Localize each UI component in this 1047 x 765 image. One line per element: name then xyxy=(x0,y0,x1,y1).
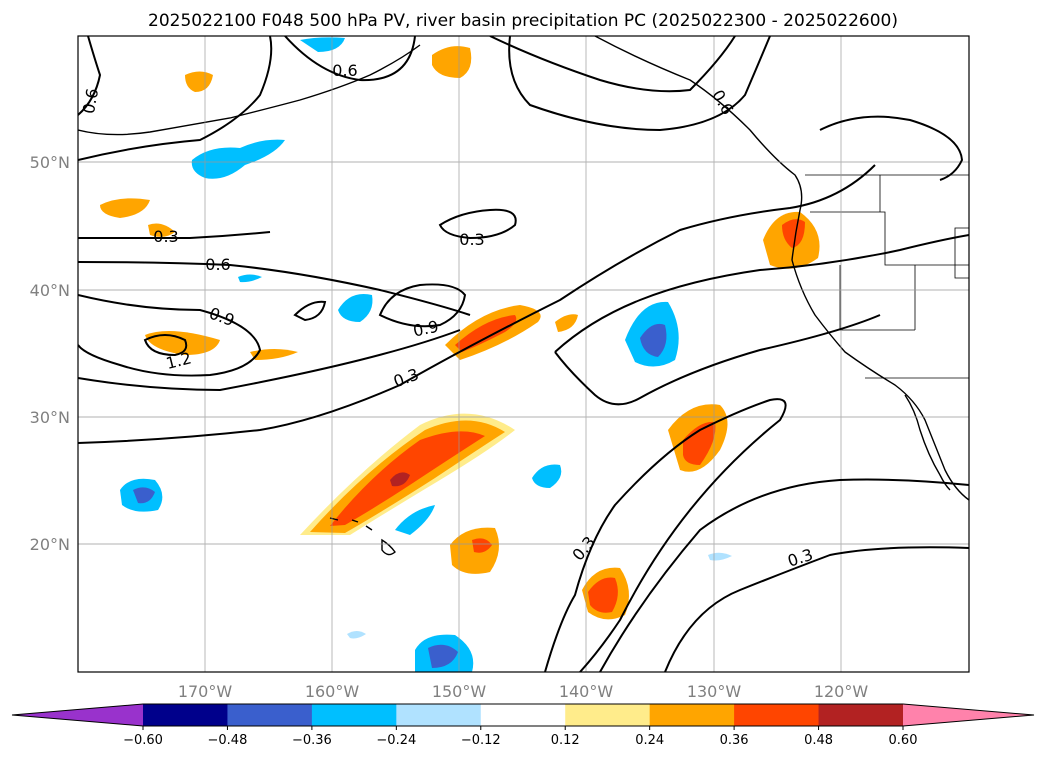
precip-negative-region-4-core xyxy=(428,644,458,668)
precip-positive-region-4-core xyxy=(588,577,618,613)
lon-label: 130°W xyxy=(687,682,742,701)
colorbar-tick-label: −0.60 xyxy=(123,733,163,748)
lat-label: 40°N xyxy=(30,281,70,300)
precip-negative-region-6 xyxy=(395,505,435,535)
colorbar-segment xyxy=(480,704,566,726)
pv-contour-d xyxy=(78,231,271,240)
lat-labels: 50°N 40°N 30°N 20°N xyxy=(30,153,70,554)
contour-label: 0.6 xyxy=(79,87,102,115)
colorbar-segment xyxy=(818,704,904,726)
lat-label: 50°N xyxy=(30,153,70,172)
contour-label: 0.9 xyxy=(411,317,440,341)
alaska-coastline xyxy=(78,44,421,136)
colorbar-tick-label: −0.48 xyxy=(208,733,248,748)
lat-label: 30°N xyxy=(30,408,70,427)
precip-negative-region-5 xyxy=(338,294,373,322)
precip-negative-region-1 xyxy=(191,139,285,179)
pv-contour-c xyxy=(78,261,471,316)
colorbar-tick-label: 0.60 xyxy=(889,733,918,748)
colorbar-segment xyxy=(311,704,397,726)
pv-contour-t xyxy=(819,115,964,181)
precip-negative-region-9 xyxy=(238,274,262,283)
contour-label: 0.3 xyxy=(153,227,178,246)
colorbar-segment xyxy=(227,704,313,726)
precip-negative-region-7 xyxy=(532,464,562,488)
colorbar-tick-label: −0.36 xyxy=(292,733,332,748)
colorbar-extend-high xyxy=(903,704,1034,726)
colorbar-tick-label: −0.12 xyxy=(461,733,501,748)
colorbar-segment xyxy=(143,704,228,726)
colorbar-segment xyxy=(649,704,735,726)
colorbar-segment xyxy=(734,704,820,726)
pv-contour-j xyxy=(554,234,969,353)
gridlines xyxy=(78,36,969,672)
precip-positive-region-3-core xyxy=(683,421,716,465)
pv-contour-m xyxy=(664,546,969,672)
precip-positive-region-5-core xyxy=(782,219,805,248)
map-panel: 0.6 0.6 0.3 0.3 0.6 0.9 0.9 1.2 0.3 0.3 … xyxy=(77,35,970,673)
precip-positive-region-6-core xyxy=(472,538,492,553)
pv-contour-e xyxy=(78,294,262,377)
lon-label: 150°W xyxy=(432,682,487,701)
precip-positive-region-10 xyxy=(148,223,175,237)
pv-contour-g xyxy=(378,283,467,328)
precip-positive-region-2-core xyxy=(455,315,517,352)
precip-positive-region-9 xyxy=(100,198,150,218)
pv-contour-a xyxy=(78,164,876,444)
pv-contour-r xyxy=(489,36,736,93)
map-frame xyxy=(77,35,970,673)
colorbar-tick-label: 0.24 xyxy=(635,733,664,748)
pv-contour-k xyxy=(554,314,881,406)
colorbar-extend-low xyxy=(12,704,143,726)
precip-positive-region-12 xyxy=(250,349,298,360)
colorbar-tick-label: −0.24 xyxy=(376,733,416,748)
colorbar-tick-label: 0.36 xyxy=(720,733,749,748)
colorbar-tick-label: 0.48 xyxy=(804,733,833,748)
pv-contour-f xyxy=(143,334,188,357)
precip-negative-region-3-core xyxy=(133,487,155,504)
precip-positive-region-13 xyxy=(555,314,578,332)
contour-label: 0.3 xyxy=(459,230,484,249)
pv-contour-o xyxy=(78,36,273,161)
colorbar-segment xyxy=(396,704,482,726)
north-america-coastline xyxy=(594,36,969,501)
lon-labels: 170°W 160°W 150°W 140°W 130°W 120°W xyxy=(178,682,869,701)
lon-label: 140°W xyxy=(559,682,614,701)
map-background xyxy=(78,36,969,672)
pv-contours xyxy=(78,36,969,672)
pv-contour-b xyxy=(78,329,461,392)
colorbar-segment xyxy=(565,704,651,726)
precip-negative-region-2-core xyxy=(640,323,667,357)
precip-positive-region-8 xyxy=(185,71,213,92)
colorbar: −0.60 −0.48 −0.36 −0.24 −0.12 0.12 0.24 0.36 0.4… xyxy=(11,703,1035,748)
precip-positive-region-7 xyxy=(432,46,472,78)
lon-label: 160°W xyxy=(305,682,360,701)
pv-contour-h xyxy=(438,208,517,240)
pv-contour-q xyxy=(284,36,416,82)
pv-contour-s xyxy=(508,36,771,132)
precip-positive-region-11 xyxy=(145,331,220,355)
colorbar-tick-label: 0.12 xyxy=(551,733,580,748)
pv-contour-l xyxy=(544,398,787,672)
precip-negative-region-8 xyxy=(300,37,345,52)
hawaii-islands xyxy=(329,517,396,556)
pv-contour-n xyxy=(599,478,969,672)
pv-contour-i xyxy=(293,300,327,322)
contour-label: 0.6 xyxy=(205,255,230,274)
lon-label: 170°W xyxy=(178,682,233,701)
precip-negative-region-11 xyxy=(347,631,366,639)
figure-title: 2025022100 F048 500 hPa PV, river basin … xyxy=(148,11,898,31)
lat-label: 20°N xyxy=(30,535,70,554)
pv-contour-p xyxy=(78,36,102,116)
precip-positive-region-1 xyxy=(300,413,515,535)
contour-label: 0.6 xyxy=(332,61,357,80)
lon-label: 120°W xyxy=(814,682,869,701)
